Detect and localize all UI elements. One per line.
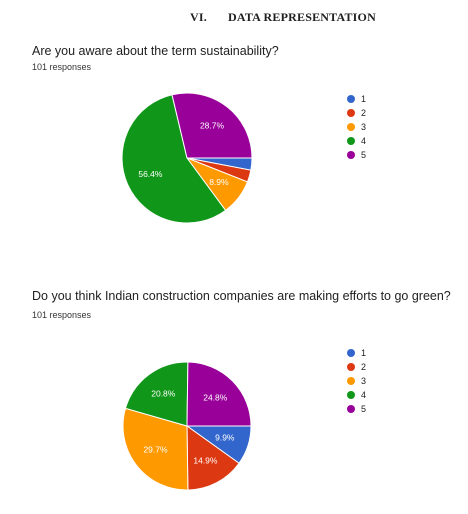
legend-1: 1 2 3 4 5	[347, 92, 366, 162]
legend-swatch-icon	[347, 349, 355, 357]
pie-slice-5	[186, 361, 252, 427]
legend-label: 2	[361, 362, 367, 372]
legend-swatch-icon	[347, 95, 355, 103]
slice-label-5: 28.7%	[200, 121, 225, 131]
pie-slice-4	[124, 361, 189, 427]
legend-swatch-icon	[347, 363, 355, 371]
legend-item-5: 5	[347, 402, 366, 416]
legend-item-2: 2	[347, 360, 366, 374]
legend-item-3: 3	[347, 120, 366, 134]
pie-slice-2	[186, 425, 240, 491]
section-title: DATA REPRESENTATION	[228, 10, 376, 24]
slice-label-1: 9.9%	[215, 432, 235, 442]
legend-label: 3	[361, 376, 367, 386]
legend-2: 1 2 3 4 5	[347, 346, 366, 416]
legend-item-1: 1	[347, 92, 366, 106]
legend-item-4: 4	[347, 134, 366, 148]
legend-label: 5	[361, 150, 367, 160]
section-number: VI.	[190, 10, 207, 24]
legend-item-1: 1	[347, 346, 366, 360]
question-1-responses: 101 responses	[32, 62, 92, 72]
slice-label-4: 20.8%	[151, 388, 176, 398]
legend-swatch-icon	[347, 137, 355, 145]
legend-swatch-icon	[347, 123, 355, 131]
legend-swatch-icon	[347, 405, 355, 413]
legend-label: 4	[361, 136, 367, 146]
question-2-title: Do you think Indian construction compani…	[32, 289, 451, 303]
pie-slice-4	[121, 94, 227, 224]
legend-label: 2	[361, 108, 367, 118]
pie-slice-5	[171, 92, 253, 159]
legend-swatch-icon	[347, 151, 355, 159]
legend-swatch-icon	[347, 377, 355, 385]
legend-item-2: 2	[347, 106, 366, 120]
legend-label: 1	[361, 348, 367, 358]
legend-item-3: 3	[347, 374, 366, 388]
pie-chart-2: 9.9% 14.9% 29.7% 20.8% 24.8%	[122, 361, 252, 491]
slice-label-5: 24.8%	[203, 392, 228, 402]
legend-label: 4	[361, 390, 367, 400]
question-1-title: Are you aware about the term sustainabil…	[32, 44, 279, 58]
pie-slice-3	[122, 407, 189, 491]
question-2-responses: 101 responses	[32, 310, 92, 320]
slice-label-3: 29.7%	[143, 444, 168, 454]
legend-label: 5	[361, 404, 367, 414]
slice-label-3: 8.9%	[209, 177, 229, 187]
legend-swatch-icon	[347, 391, 355, 399]
pie-chart-1: 8.9% 56.4% 28.7%	[121, 92, 253, 224]
slice-label-2: 14.9%	[193, 455, 218, 465]
legend-item-5: 5	[347, 148, 366, 162]
legend-swatch-icon	[347, 109, 355, 117]
legend-item-4: 4	[347, 388, 366, 402]
legend-label: 1	[361, 94, 367, 104]
legend-label: 3	[361, 122, 367, 132]
slice-label-4: 56.4%	[138, 169, 163, 179]
